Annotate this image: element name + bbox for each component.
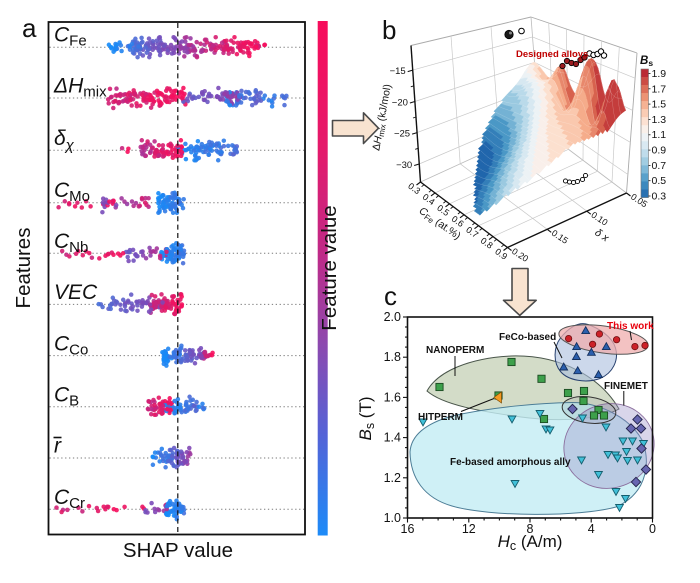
svg-text:b: b	[382, 15, 396, 45]
svg-text:1.3: 1.3	[652, 114, 667, 126]
svg-text:1.8: 1.8	[384, 350, 401, 364]
svg-text:0: 0	[649, 522, 656, 536]
svg-text:1.5: 1.5	[652, 99, 667, 111]
svg-text:−30: −30	[396, 160, 412, 171]
svg-text:This work: This work	[607, 321, 654, 332]
svg-text:1.9: 1.9	[652, 68, 667, 80]
svg-text:CFe: CFe	[54, 24, 87, 50]
svg-text:8: 8	[527, 522, 534, 536]
svg-text:0.10: 0.10	[589, 210, 609, 228]
svg-text:δ x: δ x	[592, 227, 611, 245]
svg-text:Bs (T): Bs (T)	[356, 396, 377, 440]
svg-text:FINEMET: FINEMET	[604, 381, 648, 392]
svg-text:CCo: CCo	[54, 333, 88, 359]
svg-text:0.5: 0.5	[652, 175, 667, 187]
svg-text:r: r	[54, 435, 62, 458]
svg-text:δχ: δχ	[54, 127, 75, 154]
svg-text:Features: Features	[12, 228, 35, 309]
svg-text:Bs: Bs	[640, 55, 653, 68]
svg-text:1.4: 1.4	[384, 431, 401, 445]
svg-text:16: 16	[401, 522, 415, 536]
svg-text:CNb: CNb	[54, 230, 88, 256]
svg-text:0.20: 0.20	[510, 246, 530, 264]
svg-text:c: c	[384, 281, 397, 311]
svg-text:2.0: 2.0	[384, 310, 401, 324]
svg-text:Hc (A/m): Hc (A/m)	[498, 532, 563, 553]
svg-text:ΔHmix: ΔHmix	[53, 75, 107, 101]
svg-text:1.0: 1.0	[384, 511, 401, 525]
svg-text:0.7: 0.7	[652, 160, 667, 172]
svg-text:HITPERM: HITPERM	[418, 412, 463, 423]
svg-text:CMo: CMo	[54, 179, 90, 205]
svg-text:−15: −15	[390, 66, 406, 77]
svg-text:0.3: 0.3	[652, 191, 667, 203]
svg-text:−25: −25	[394, 129, 410, 140]
svg-text:a: a	[22, 13, 37, 43]
svg-text:1.2: 1.2	[384, 471, 401, 485]
svg-text:Fe-based amorphous ally: Fe-based amorphous ally	[450, 457, 571, 468]
svg-text:4: 4	[588, 522, 595, 536]
svg-text:0.9: 0.9	[652, 145, 667, 157]
svg-text:12: 12	[462, 522, 476, 536]
svg-text:FeCo-based: FeCo-based	[499, 332, 556, 343]
svg-text:ΔHmix (kJ/mol): ΔHmix (kJ/mol)	[370, 83, 394, 152]
svg-text:CCr: CCr	[54, 486, 85, 512]
svg-text:0.15: 0.15	[550, 228, 570, 246]
svg-text:1.7: 1.7	[652, 83, 667, 95]
svg-text:NANOPERM: NANOPERM	[426, 345, 484, 356]
svg-text:VEC: VEC	[54, 281, 98, 304]
svg-text:CB: CB	[54, 384, 79, 410]
svg-text:1.6: 1.6	[384, 390, 401, 404]
svg-text:Designed alloys: Designed alloys	[516, 49, 588, 60]
svg-text:1.1: 1.1	[652, 129, 667, 141]
svg-text:−20: −20	[392, 98, 408, 109]
svg-text:Feature value: Feature value	[318, 205, 341, 330]
svg-text:SHAP value: SHAP value	[123, 539, 233, 562]
